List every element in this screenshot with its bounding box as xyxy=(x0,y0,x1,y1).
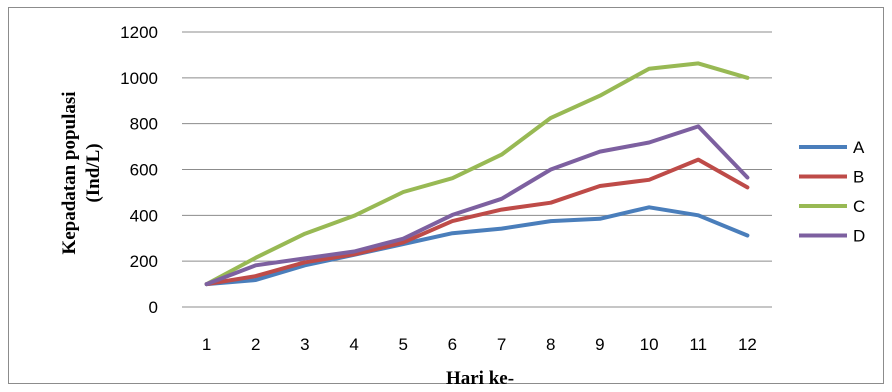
y-tick-label: 1000 xyxy=(120,69,158,88)
x-tick-label: 6 xyxy=(448,335,457,354)
y-tick-labels: 0 200 400 600 800 1000 1200 xyxy=(120,23,158,317)
series-line-a xyxy=(204,205,750,287)
chart-frame xyxy=(8,7,884,384)
x-axis-title: Hari ke- xyxy=(446,368,514,389)
legend-label-a: A xyxy=(853,138,865,157)
x-tick-label: 9 xyxy=(595,335,604,354)
y-axis-title-line-2: (Ind/L) xyxy=(83,143,104,202)
x-tick-label: 2 xyxy=(251,335,260,354)
x-tick-label: 12 xyxy=(738,335,757,354)
x-tick-label: 1 xyxy=(202,335,211,354)
x-tick-label: 5 xyxy=(399,335,408,354)
x-tick-label: 3 xyxy=(300,335,309,354)
gridlines xyxy=(182,31,772,308)
y-tick-label: 0 xyxy=(149,298,158,317)
legend-label-d: D xyxy=(853,227,865,246)
y-tick-label: 200 xyxy=(130,252,158,271)
x-tick-label: 11 xyxy=(689,335,707,354)
x-tick-label: 7 xyxy=(497,335,506,354)
x-tick-label: 10 xyxy=(640,335,659,354)
x-tick-label: 4 xyxy=(349,335,358,354)
x-tick-labels: 1 2 3 4 5 6 7 8 9 10 11 12 xyxy=(202,335,757,354)
series-line-d xyxy=(204,124,750,287)
x-tick-label: 8 xyxy=(546,335,555,354)
y-tick-label: 800 xyxy=(130,115,158,134)
y-tick-label: 600 xyxy=(130,161,158,180)
y-axis-title-line-1: Kepadatan populasi xyxy=(59,91,80,254)
legend-label-c: C xyxy=(853,197,865,216)
legend-label-b: B xyxy=(853,168,864,187)
y-tick-label: 1200 xyxy=(120,23,158,42)
series-line-b xyxy=(204,157,750,287)
y-tick-label: 400 xyxy=(130,206,158,225)
series-line-c xyxy=(204,61,750,287)
series-lines xyxy=(204,61,750,287)
